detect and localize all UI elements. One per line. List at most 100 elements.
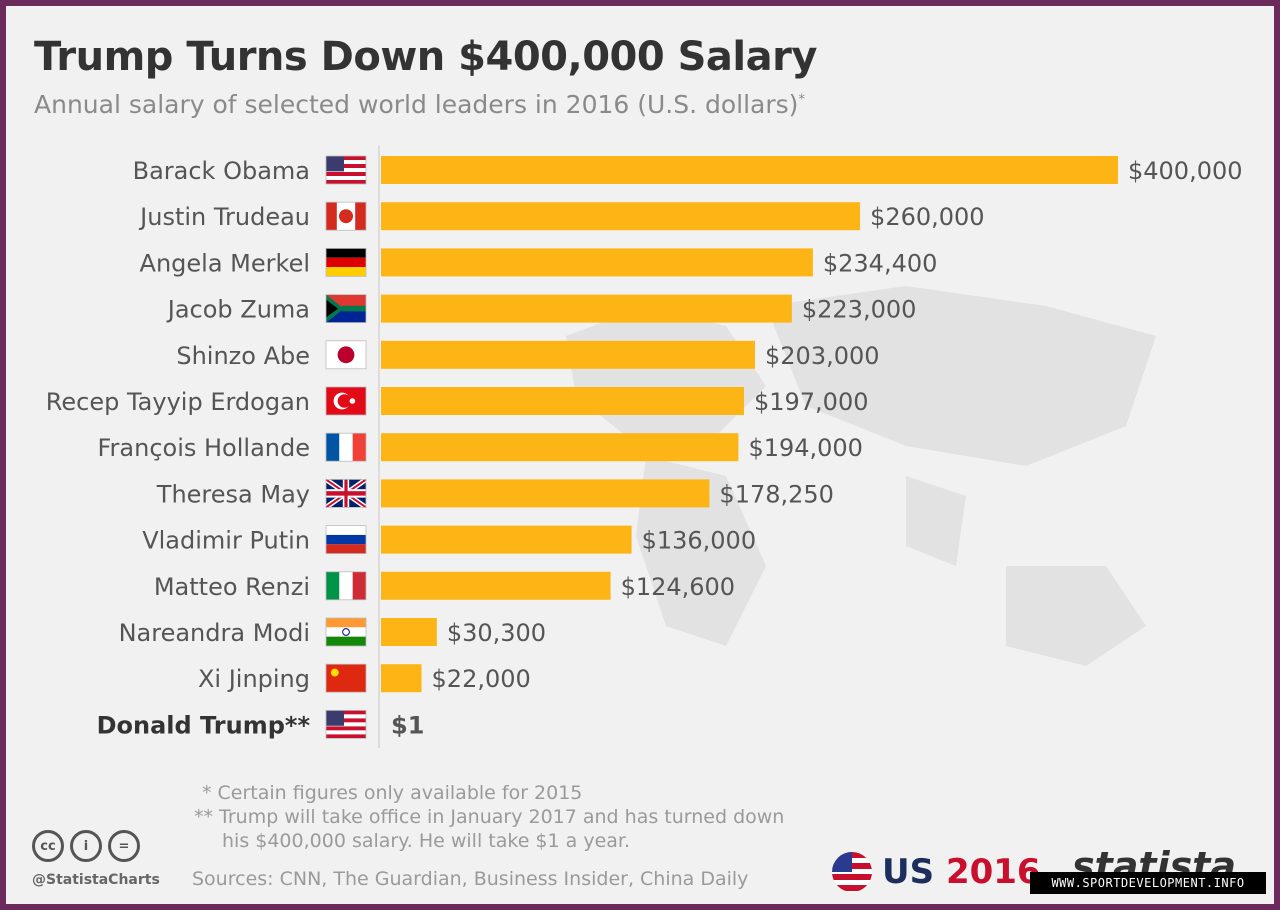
map-shape-4	[906, 476, 966, 566]
flag-band-1	[326, 248, 366, 258]
flag-band-1	[326, 571, 340, 600]
value-label: $203,000	[765, 342, 880, 370]
bar	[381, 340, 756, 369]
flag-border	[325, 432, 367, 462]
category-label: Justin Trudeau	[138, 203, 310, 231]
bar-row: François Hollande $194,000	[97, 432, 863, 462]
flag-band-3	[326, 267, 366, 277]
bar-row: Vladimir Putin $136,000	[142, 525, 757, 555]
flag-sun	[337, 346, 355, 364]
flag-border	[325, 478, 367, 508]
flag-band-2	[326, 257, 366, 268]
category-label: Jacob Zuma	[166, 296, 310, 324]
footnote-3: his $400,000 salary. He will take $1 a y…	[222, 830, 631, 852]
flag-border	[325, 201, 367, 231]
bar-chart: Barack Obama $400,000 Justin Trudeau $260,0…	[46, 146, 1243, 748]
flag-border	[325, 571, 367, 601]
category-label: Shinzo Abe	[176, 342, 310, 370]
watermark: WWW.SPORTDEVELOPMENT.INFO	[1030, 872, 1266, 894]
india-flag-icon	[325, 617, 367, 647]
flag-stripe	[326, 176, 366, 180]
value-label: $178,250	[719, 480, 834, 508]
flag-canton	[326, 156, 344, 172]
flag-band-2	[339, 433, 353, 462]
value-label: $223,000	[802, 296, 917, 324]
us-flag-icon	[325, 710, 367, 739]
china-flag-icon	[325, 663, 367, 693]
category-label: Matteo Renzi	[154, 573, 310, 601]
flag-border	[325, 710, 367, 739]
cc-icon: cc	[32, 830, 64, 862]
bar-row: Nareandra Modi $30,300	[119, 617, 546, 647]
us-logo-prefix: US	[882, 852, 946, 892]
value-label: $194,000	[748, 434, 863, 462]
flag-stripe	[326, 734, 366, 739]
value-label: $124,600	[621, 573, 736, 601]
footnote-1: * Certain figures only available for 201…	[202, 782, 583, 804]
bar	[381, 618, 437, 646]
value-label: $136,000	[642, 527, 757, 555]
russia-flag-icon	[325, 525, 367, 554]
flag-stripe	[326, 722, 366, 727]
bar	[381, 479, 710, 508]
flag-stripe	[326, 160, 366, 164]
flag-border	[325, 386, 367, 416]
flag-star	[349, 398, 356, 404]
bar	[381, 248, 813, 277]
flag-stripe	[326, 718, 366, 723]
chart-title: Trump Turns Down $400,000 Salary	[34, 34, 817, 80]
us-2016-logo: US 2016	[832, 852, 1041, 892]
value-label: $22,000	[432, 665, 531, 693]
flag-band-1	[326, 433, 340, 462]
bar	[381, 571, 611, 600]
category-label: Angela Merkel	[140, 249, 310, 277]
flag-border	[325, 525, 367, 554]
bar	[381, 525, 632, 554]
no-derivatives-icon: =	[108, 830, 140, 862]
value-label: $197,000	[754, 388, 869, 416]
flag-border	[325, 340, 367, 370]
statista-handle: @StatistaCharts	[32, 872, 160, 888]
flag-stripe	[326, 168, 366, 172]
bar-row: Recep Tayyip Erdogan $197,000	[46, 386, 869, 416]
flag-green-band	[342, 305, 366, 312]
uk-flag-icon	[324, 477, 368, 510]
flag-cross-v-red	[344, 479, 348, 508]
creative-commons-icons: cc i =	[32, 830, 140, 862]
flag-band-right	[355, 202, 366, 231]
bar	[381, 433, 739, 462]
flag-stripe	[326, 726, 366, 731]
category-label: Xi Jinping	[198, 665, 310, 693]
flag-stripe	[326, 164, 366, 168]
flag-band-3	[326, 636, 366, 646]
crescent-inner	[337, 394, 352, 408]
value-label: $30,300	[447, 619, 546, 647]
category-label: Barack Obama	[133, 157, 310, 185]
bar	[381, 202, 861, 231]
flag-border	[325, 247, 367, 277]
bar-row: Xi Jinping $22,000	[198, 663, 531, 693]
flag-border	[325, 155, 367, 185]
maple-leaf-icon	[339, 209, 353, 224]
germany-flag-icon	[325, 247, 367, 277]
turkey-flag-icon	[325, 386, 367, 416]
bar-row: Jacob Zuma $223,000	[166, 294, 917, 324]
flag-border	[325, 294, 367, 324]
flag-triangle-inner	[326, 299, 338, 318]
map-shape-0	[566, 306, 766, 446]
bar	[381, 156, 1118, 184]
sources: Sources: CNN, The Guardian, Business Ins…	[192, 868, 749, 890]
bar	[381, 387, 744, 415]
flag-border	[325, 617, 367, 647]
flag-chakra	[342, 628, 350, 636]
attribution-icon: i	[70, 830, 102, 862]
map-shape-3	[1006, 566, 1146, 666]
bar	[381, 294, 792, 323]
flag-stripe	[326, 714, 366, 719]
bar	[381, 664, 422, 693]
subtitle-footnote-mark: *	[798, 92, 805, 108]
flag-stripe	[326, 710, 366, 715]
chart-frame: Trump Turns Down $400,000 Salary Annual …	[6, 6, 1274, 904]
subtitle-text: Annual salary of selected world leaders …	[34, 90, 799, 119]
canada-flag-icon	[325, 201, 367, 231]
